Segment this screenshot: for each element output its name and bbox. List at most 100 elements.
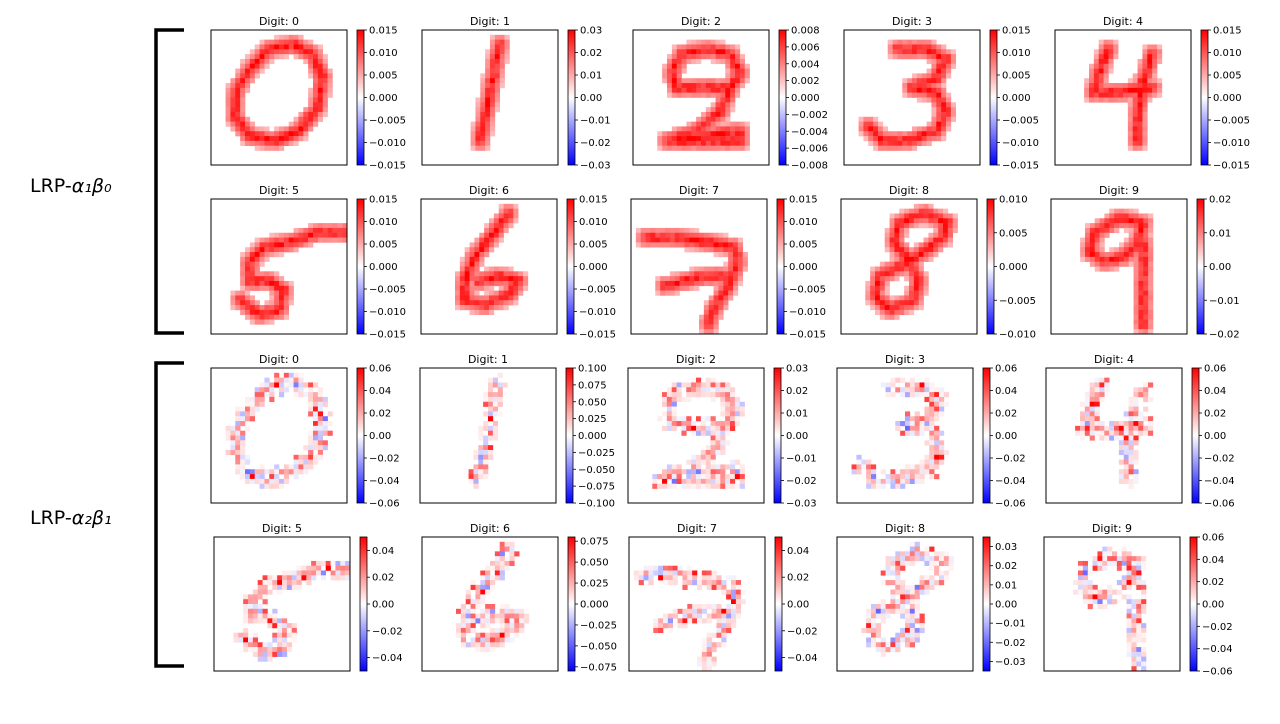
heatmap-cell	[929, 556, 935, 562]
heatmap-cell	[1133, 305, 1139, 311]
heatmap-cell	[705, 459, 711, 465]
heatmap-cell	[721, 637, 727, 643]
heatmap-cell	[1078, 584, 1084, 590]
heatmap-cell	[308, 223, 314, 229]
heatmap-cell	[303, 136, 309, 142]
heatmap-cell	[1099, 430, 1105, 436]
heatmap-cell	[1123, 469, 1129, 475]
heatmap-cell	[706, 584, 712, 590]
heatmap-cell	[715, 430, 721, 436]
heatmap-cell	[866, 459, 872, 465]
heatmap-cell	[322, 87, 328, 93]
heatmap-cell	[739, 136, 746, 142]
panel-g2-digit-5: Digit: 50.040.020.00−0.02−0.04	[213, 522, 403, 672]
heatmap-cell	[667, 140, 673, 147]
heatmap-cell	[887, 39, 893, 45]
heatmap-cell	[701, 83, 707, 89]
heatmap-cell	[715, 78, 721, 84]
heatmap-cell	[705, 454, 711, 460]
heatmap-cell	[249, 252, 256, 258]
heatmap-cell	[684, 271, 690, 277]
heatmap-cell	[345, 560, 351, 567]
heatmap-cell	[524, 613, 530, 619]
heatmap-cell	[322, 63, 328, 69]
heatmap-cell	[1131, 613, 1137, 619]
heatmap-cell	[892, 136, 898, 142]
heatmap-cell	[257, 589, 263, 595]
heatmap-cell	[710, 454, 716, 460]
heatmap-cell	[293, 377, 299, 383]
heatmap-cell	[1094, 425, 1100, 431]
heatmap-cell	[947, 232, 954, 238]
heatmap-cell	[889, 261, 895, 267]
heatmap-cell	[264, 44, 270, 50]
heatmap-cell	[700, 474, 707, 480]
heatmap-cell	[474, 266, 480, 272]
heatmap-cell	[909, 266, 915, 272]
heatmap-cell	[248, 618, 254, 624]
colorbar-tick-label: 0.000	[791, 93, 820, 104]
panel-title: Digit: 8	[889, 184, 929, 197]
heatmap-cell	[946, 58, 952, 65]
heatmap-cell	[1092, 589, 1098, 595]
heatmap-cell	[485, 121, 491, 127]
heatmap-cell	[902, 49, 908, 55]
colorbar-tick-label: −0.02	[787, 626, 818, 637]
panel-title: Digit: 6	[470, 522, 510, 535]
heatmap-cell	[889, 271, 895, 277]
heatmap-cell	[1099, 247, 1105, 253]
heatmap-cell	[882, 145, 889, 151]
heatmap-cell	[701, 618, 708, 624]
heatmap-cell	[249, 416, 256, 422]
heatmap-cell	[895, 580, 901, 586]
heatmap-cell	[298, 111, 304, 118]
heatmap-cell	[866, 637, 872, 643]
heatmap-cell	[264, 131, 270, 137]
colorbar-tick-label: 0.025	[580, 579, 609, 590]
heatmap-cell	[1142, 126, 1148, 132]
heatmap-cell	[243, 599, 249, 605]
heatmap-cell	[245, 73, 251, 79]
heatmap-cell	[490, 580, 496, 586]
heatmap-cell	[1157, 78, 1163, 84]
heatmap-cell	[921, 78, 927, 84]
heatmap-cell	[1118, 421, 1125, 427]
heatmap-cell	[298, 377, 304, 383]
heatmap-cell	[298, 121, 304, 127]
heatmap-cell	[469, 256, 475, 262]
colorbar-tick-label: 0.03	[580, 26, 602, 37]
heatmap-cell	[296, 580, 302, 586]
heatmap-cell	[731, 613, 737, 619]
heatmap-cell	[469, 266, 475, 272]
heatmap-cell	[494, 58, 501, 65]
heatmap-cell	[489, 285, 495, 291]
heatmap-cell	[739, 54, 746, 60]
heatmap-cell	[676, 387, 682, 393]
heatmap-cells	[1084, 39, 1163, 151]
heatmap-cell	[317, 445, 324, 451]
heatmap-cell	[735, 613, 742, 619]
heatmap-cell	[900, 589, 906, 595]
heatmap-cell	[691, 78, 697, 84]
heatmap-cell	[1127, 83, 1134, 89]
heatmap-cell	[490, 584, 496, 590]
heatmap-cell	[1138, 324, 1144, 330]
heatmap-cell	[475, 632, 481, 638]
heatmap-cell	[662, 131, 668, 137]
heatmap-cell	[1131, 618, 1137, 624]
heatmap-cell	[484, 305, 490, 311]
heatmap-cell	[1141, 594, 1147, 600]
heatmap-cell	[1087, 570, 1093, 576]
heatmap-cell	[671, 416, 677, 422]
heatmap-cell	[264, 469, 270, 475]
heatmap-cell	[1099, 227, 1105, 234]
heatmap-cell	[705, 387, 711, 393]
heatmap-cell	[677, 565, 683, 571]
heatmap-cell	[880, 570, 886, 576]
heatmap-cell	[635, 232, 642, 238]
heatmap-cell	[313, 78, 319, 84]
heatmap-cell	[907, 49, 913, 55]
heatmap-cell	[298, 39, 304, 45]
heatmap-cell	[303, 54, 309, 60]
heatmap-cell	[230, 87, 236, 93]
